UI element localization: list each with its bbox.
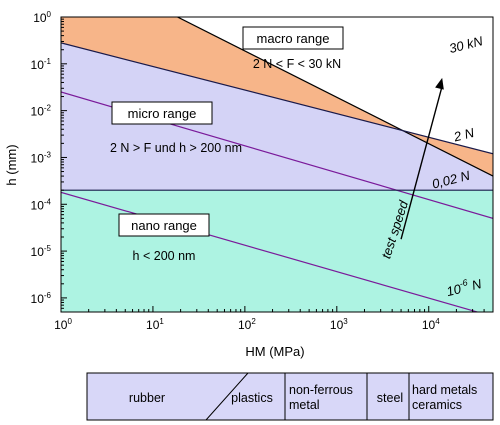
x-tick-label: 103 <box>330 317 348 332</box>
label-30kN: 30 kN <box>448 33 485 56</box>
nano-condition: h < 200 nm <box>133 249 196 263</box>
materials-frame <box>86 372 494 421</box>
material-4: hard metals ceramics <box>412 383 477 412</box>
y-tick-label: 10-1 <box>31 57 52 72</box>
micro-range-box <box>111 101 213 125</box>
material-2: non-ferrous metal <box>289 383 353 412</box>
y-tick-label: 10-5 <box>31 244 52 259</box>
label-2N: 2 N <box>451 125 476 145</box>
material-1: plastics <box>231 391 273 405</box>
series-line-1 <box>61 42 493 155</box>
y-tick-label: 10-3 <box>31 150 52 165</box>
macro-condition: 2 N < F < 30 kN <box>253 57 341 71</box>
nano-range-label: nano range <box>131 218 197 233</box>
nano-range-box <box>118 213 210 237</box>
region-macro <box>61 17 493 177</box>
x-tick-label: 101 <box>146 317 164 332</box>
micro-range-label: micro range <box>128 106 197 121</box>
material-0: rubber <box>129 391 165 405</box>
y-axis-title: h (mm) <box>4 144 19 185</box>
materials-divider <box>205 372 249 421</box>
test-speed-arrow <box>400 85 443 240</box>
label-1e-6N: 10-6 N <box>444 274 483 299</box>
macro-range-box <box>242 26 344 50</box>
x-tick-label: 104 <box>422 317 440 332</box>
macro-range-label: macro range <box>257 31 330 46</box>
x-tick-label: 100 <box>54 317 72 332</box>
y-tick-label: 10-2 <box>31 104 52 119</box>
y-tick-label: 10-6 <box>31 291 52 306</box>
x-tick-label: 102 <box>238 317 256 332</box>
micro-condition: 2 N > F und h > 200 nm <box>110 141 242 155</box>
series-line-0 <box>176 17 493 177</box>
materials-bar: rubber plastics non-ferrous metal steel hard … <box>86 372 494 421</box>
x-axis-title: HM (MPa) <box>245 344 304 359</box>
y-tick-label: 100 <box>33 10 51 25</box>
material-3: steel <box>377 391 403 405</box>
series-line-4 <box>61 191 480 312</box>
region-nano <box>61 190 493 312</box>
test-speed-arrowhead <box>435 77 444 90</box>
region-micro <box>61 42 493 191</box>
y-tick-label: 10-4 <box>31 197 52 212</box>
